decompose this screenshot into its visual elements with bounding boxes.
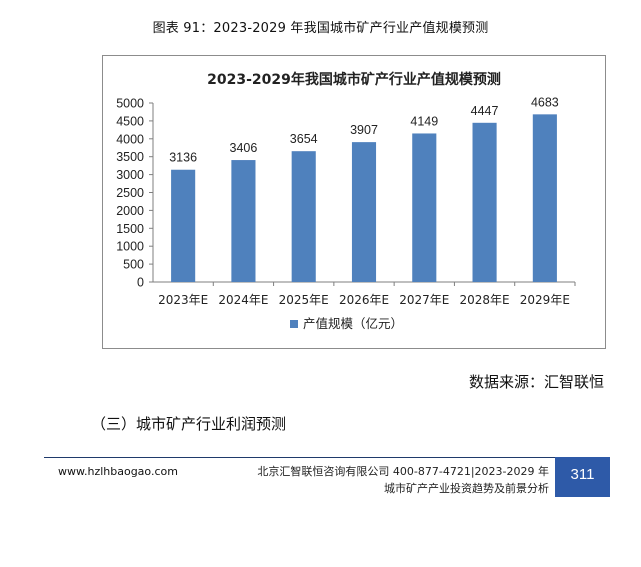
chart-title: 2023-2029年我国城市矿产行业产值规模预测 xyxy=(207,72,501,88)
figure-caption: 图表 91：2023-2029 年我国城市矿产行业产值规模预测 xyxy=(152,21,489,36)
data-label: 3654 xyxy=(290,132,318,146)
y-tick-label: 2000 xyxy=(116,204,144,218)
y-tick-label: 500 xyxy=(123,258,144,272)
data-label: 4149 xyxy=(410,114,438,128)
page-number-badge: 311 xyxy=(555,457,610,497)
section-heading: （三）城市矿产行业利润预测 xyxy=(91,415,287,433)
chart-data-labels: 3136 3406 3654 3907 4149 4447 4683 xyxy=(169,95,559,164)
data-label: 3406 xyxy=(230,141,258,155)
y-tick-label: 2500 xyxy=(116,186,144,200)
footer-company-info: 北京汇智联恒咨询有限公司 400-877-4721|2023-2029 年 城市… xyxy=(257,463,549,497)
data-label: 3907 xyxy=(350,123,378,137)
y-tick-label: 4500 xyxy=(116,114,144,128)
data-label: 3136 xyxy=(169,151,197,165)
bar xyxy=(532,114,557,282)
y-tick-label: 0 xyxy=(137,276,144,290)
chart-container: 2023-2029年我国城市矿产行业产值规模预测 0 500 1000 1500 200… xyxy=(102,55,606,349)
y-tick-label: 5000 xyxy=(116,97,144,111)
y-tick-label: 4000 xyxy=(116,132,144,146)
y-tick-label: 1500 xyxy=(116,222,144,236)
data-label: 4447 xyxy=(471,104,499,118)
chart-axes: 0 500 1000 1500 2000 2500 3000 3500 4000 4500 5000… xyxy=(116,97,576,307)
x-tick-label: 2028年E xyxy=(460,293,510,307)
y-tick-label: 3000 xyxy=(116,168,144,182)
y-tick-label: 3500 xyxy=(116,150,144,164)
footer-company-line: 北京汇智联恒咨询有限公司 400-877-4721|2023-2029 年 xyxy=(257,465,549,478)
bar-chart: 0 500 1000 1500 2000 2500 3000 3500 4000 4500 5000… xyxy=(116,95,576,331)
bar xyxy=(351,142,377,282)
x-tick-label: 2023年E xyxy=(158,293,208,307)
footer-report-line: 城市矿产产业投资趋势及前景分析 xyxy=(384,482,549,495)
x-tick-label: 2025年E xyxy=(279,293,329,307)
chart-legend: 产值规模（亿元） xyxy=(290,316,403,331)
legend-label: 产值规模（亿元） xyxy=(303,316,403,331)
bar xyxy=(291,151,316,282)
footer-website[interactable]: www.hzlhbaogao.com xyxy=(58,465,178,478)
chart-bars xyxy=(171,114,557,283)
footer-divider xyxy=(44,457,555,458)
x-tick-label: 2027年E xyxy=(399,293,449,307)
x-tick-label: 2024年E xyxy=(218,293,268,307)
legend-swatch xyxy=(290,320,298,328)
bar xyxy=(472,122,497,283)
x-tick-label: 2029年E xyxy=(520,293,570,307)
y-tick-label: 1000 xyxy=(116,240,144,254)
x-tick-label: 2026年E xyxy=(339,293,389,307)
bar xyxy=(171,169,196,282)
source-note: 数据来源：汇智联恒 xyxy=(468,373,604,391)
data-label: 4683 xyxy=(531,95,559,109)
bar xyxy=(231,160,256,282)
bar xyxy=(412,133,437,282)
